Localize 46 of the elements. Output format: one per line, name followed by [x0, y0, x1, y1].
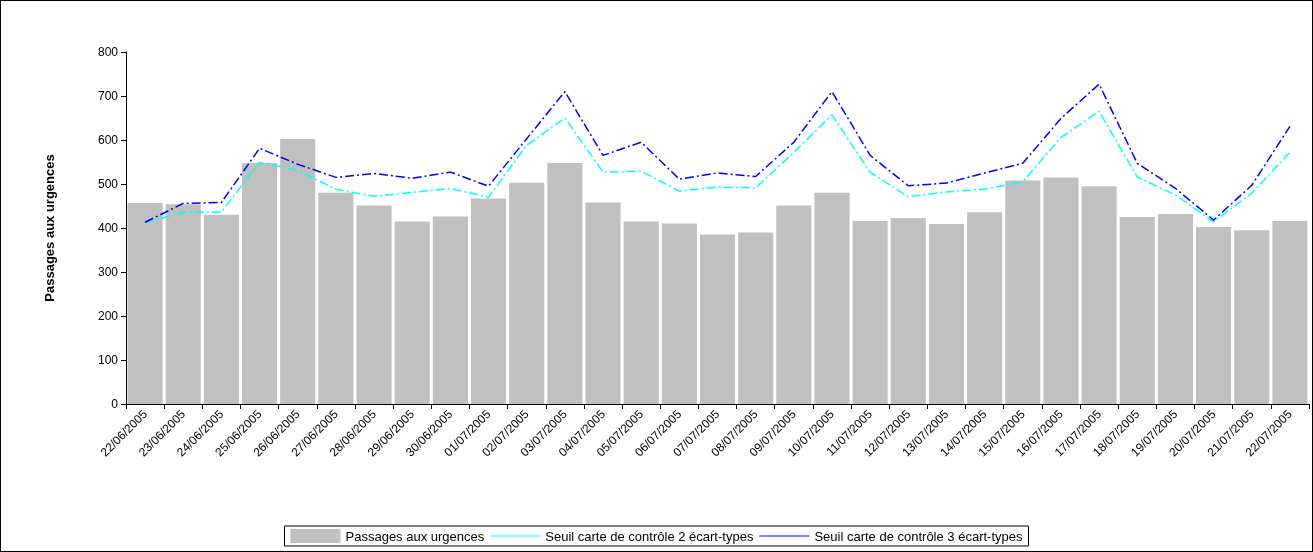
bar: [623, 221, 659, 404]
bar: [1043, 177, 1079, 404]
bar: [470, 198, 507, 404]
bar: [394, 221, 430, 404]
bar: [1119, 217, 1155, 404]
bar: [547, 162, 583, 404]
y-tick-label: 600: [97, 133, 119, 147]
y-tick-label: 100: [97, 353, 119, 367]
y-tick-label: 800: [97, 45, 119, 59]
bar: [1081, 186, 1117, 404]
line-series: [144, 83, 1291, 224]
bar: [127, 202, 163, 404]
bar: [585, 202, 621, 404]
y-tick-label: 200: [97, 309, 119, 323]
bar: [318, 192, 354, 404]
bar: [814, 192, 850, 404]
y-tick-label: 0: [111, 397, 119, 411]
bar: [356, 205, 392, 404]
y-tick-label: 700: [97, 89, 119, 103]
bar: [852, 220, 888, 404]
bar: [890, 217, 926, 404]
bar: [928, 224, 965, 404]
bar: [1234, 230, 1270, 404]
legend-label: Seuil carte de contrôle 3 écart-types: [814, 528, 1023, 544]
bar: [661, 223, 697, 404]
bar: [509, 182, 545, 404]
bar: [699, 234, 736, 404]
bar: [203, 214, 239, 404]
legend-label: Passages aux urgences: [345, 528, 485, 544]
bar: [776, 205, 812, 404]
bar: [242, 162, 278, 404]
bar: [1272, 220, 1308, 404]
y-tick-label: 500: [97, 177, 119, 191]
bar: [738, 232, 774, 404]
y-axis-title: Passages aux urgences: [42, 154, 57, 302]
bar: [1196, 227, 1232, 404]
bar: [165, 204, 201, 404]
y-tick-label: 300: [97, 265, 119, 279]
bar: [280, 139, 316, 404]
bar: [432, 216, 468, 404]
line-series: [144, 110, 1291, 224]
legend-label: Seuil carte de contrôle 2 écart-types: [545, 528, 754, 544]
bar: [1005, 180, 1041, 404]
bar: [1157, 213, 1193, 404]
y-tick-label: 400: [97, 221, 119, 235]
bar: [967, 212, 1003, 404]
